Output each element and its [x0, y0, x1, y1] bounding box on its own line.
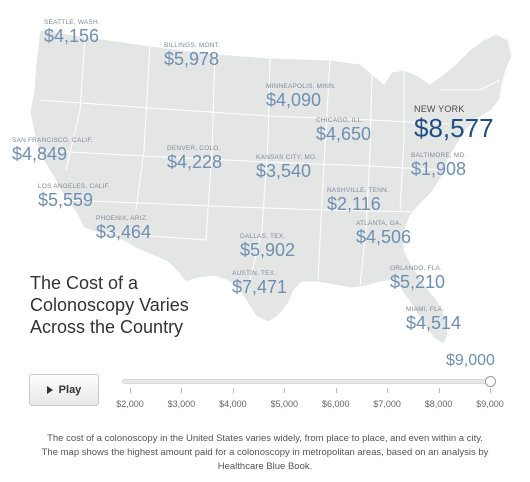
city-name: MIAMI, FLA.	[406, 306, 445, 313]
city-minneapolis[interactable]: MINNEAPOLIS, MINN. $4,090	[266, 83, 336, 110]
city-phoenix[interactable]: PHOENIX, ARIZ. $3,464	[96, 215, 151, 242]
city-name: ATLANTA, GA.	[356, 220, 402, 227]
us-map-shape	[29, 29, 513, 345]
city-price: $5,559	[38, 190, 94, 210]
city-price: $5,978	[164, 49, 220, 69]
city-dallas[interactable]: DALLAS, TEX. $5,902	[240, 233, 295, 260]
slider-tick-label: $4,000	[219, 399, 247, 409]
city-name: CHICAGO, ILL.	[316, 117, 364, 124]
slider-tick-label: $5,000	[270, 399, 299, 409]
city-price: $7,471	[232, 277, 288, 297]
city-chicago[interactable]: CHICAGO, ILL. $4,650	[316, 117, 371, 144]
slider-tick-label: $8,000	[424, 399, 453, 409]
city-name: PHOENIX, ARIZ.	[96, 215, 148, 222]
price-slider-handle[interactable]	[485, 376, 496, 387]
city-price: $4,514	[406, 313, 462, 333]
play-icon	[46, 386, 53, 394]
price-slider-track[interactable]	[122, 379, 492, 384]
slider-tick	[130, 388, 131, 393]
slider-tick	[490, 388, 491, 393]
city-name: SEATTLE, WASH.	[44, 19, 100, 26]
city-name: NASHVILLE, TENN.	[327, 187, 389, 194]
city-baltimore[interactable]: BALTIMORE, MD. $1,908	[411, 152, 466, 179]
city-austin[interactable]: AUSTIN, TEX. $7,471	[232, 270, 287, 297]
city-name: NEW YORK	[414, 104, 465, 114]
city-kansas-city[interactable]: KANSAS CITY, MO. $3,540	[256, 154, 317, 181]
slider-tick-label: $3,000	[167, 399, 196, 409]
slider-tick	[335, 388, 337, 393]
city-price: $3,464	[96, 222, 152, 242]
play-button[interactable]: Play	[29, 374, 99, 406]
city-name: AUSTIN, TEX.	[232, 270, 277, 277]
slider-tick-label: $2,000	[116, 399, 144, 409]
city-san-francisco[interactable]: SAN FRANCISCO, CALIF. $4,849	[12, 137, 93, 164]
slider-tick-label: $9,000	[476, 399, 504, 409]
city-new-york[interactable]: NEW YORK $8,577	[414, 104, 494, 142]
city-price: $4,228	[167, 152, 223, 172]
city-name: BALTIMORE, MD.	[411, 152, 467, 159]
city-name: ORLANDO, FLA.	[390, 265, 443, 272]
city-price: $5,902	[240, 240, 296, 260]
state-borders	[33, 35, 501, 287]
play-label: Play	[58, 384, 82, 396]
caption: The cost of a colonoscopy in the United …	[41, 433, 489, 472]
city-orlando[interactable]: ORLANDO, FLA. $5,210	[390, 265, 445, 292]
slider-tick	[284, 388, 286, 393]
city-denver[interactable]: DENVER, COLO. $4,228	[167, 145, 222, 172]
city-price: $4,506	[356, 227, 412, 247]
slider-value: $9,000	[446, 352, 495, 369]
slider-ticks: $2,000 $3,000 $4,000 $5,000 $6,000 $7,000 $8,0…	[0, 388, 530, 412]
city-los-angeles[interactable]: LOS ANGELES, CALIF. $5,559	[38, 183, 110, 210]
city-price: $4,156	[44, 26, 100, 46]
city-name: DENVER, COLO.	[167, 145, 221, 152]
city-price: $5,210	[390, 272, 446, 292]
city-name: MINNEAPOLIS, MINN.	[266, 83, 337, 90]
slider-tick-label: $6,000	[321, 399, 350, 409]
city-miami[interactable]: MIAMI, FLA. $4,514	[406, 306, 461, 333]
slider-tick-label: $7,000	[373, 399, 401, 409]
city-price: $8,577	[414, 113, 494, 143]
city-seattle[interactable]: SEATTLE, WASH. $4,156	[44, 19, 100, 46]
city-name: SAN FRANCISCO, CALIF.	[12, 137, 93, 144]
headline: The Cost of a Colonoscopy Varies Across …	[30, 273, 189, 337]
city-name: LOS ANGELES, CALIF.	[38, 183, 111, 190]
city-nashville[interactable]: NASHVILLE, TENN. $2,116	[327, 187, 389, 214]
city-name: KANSAS CITY, MO.	[256, 154, 318, 161]
city-price: $4,650	[316, 124, 372, 144]
city-name: DALLAS, TEX.	[240, 233, 286, 240]
slider-tick	[387, 388, 389, 393]
city-billings[interactable]: BILLINGS, MONT. $5,978	[164, 42, 220, 69]
city-price: $1,908	[411, 159, 467, 179]
slider-tick	[232, 388, 234, 393]
us-map: SEATTLE, WASH. $4,156 BILLINGS, MONT. $5…	[12, 19, 513, 345]
city-name: BILLINGS, MONT.	[164, 42, 221, 49]
city-atlanta[interactable]: ATLANTA, GA. $4,506	[356, 220, 411, 247]
city-price: $2,116	[327, 194, 381, 214]
city-price: $3,540	[256, 161, 312, 181]
slider-tick	[181, 388, 183, 393]
slider-tick	[438, 388, 440, 393]
city-price: $4,090	[266, 90, 322, 110]
city-price: $4,849	[12, 144, 68, 164]
